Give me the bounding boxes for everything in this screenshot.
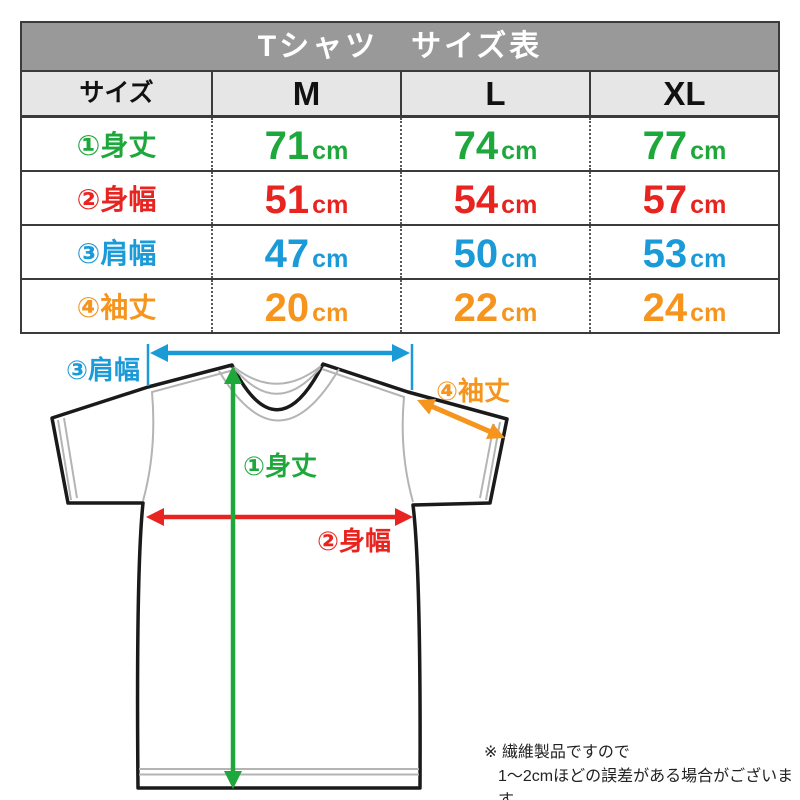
value-m: 20 cm [211, 280, 400, 332]
note-line-2: 1～2cmほどの誤差がある場合がございます [498, 768, 794, 800]
value-m: 51 cm [211, 172, 400, 224]
body-width-arrow [146, 508, 413, 526]
value-unit: cm [690, 137, 727, 165]
value-unit: cm [501, 137, 538, 165]
value-m: 71 cm [211, 118, 400, 170]
tolerance-note: ※ 繊維製品ですので 1～2cmほどの誤差がある場合がございます [484, 741, 800, 800]
value-xl: 57 cm [589, 172, 778, 224]
diagram-label-body-length: ①身丈 [243, 451, 318, 481]
tshirt-outline [50, 362, 509, 790]
value-number: 47 [264, 232, 310, 276]
diagram-label-shoulder-width: ③肩幅 [66, 355, 141, 385]
value-unit: cm [312, 299, 349, 327]
diagram-label-sleeve-length: ④袖丈 [436, 376, 511, 406]
header-cell-xl: XL [589, 72, 778, 115]
value-number: 57 [642, 178, 688, 222]
value-number: 22 [453, 286, 499, 330]
value-number: 51 [264, 178, 310, 222]
table-row-body-length: ①身丈 71 cm 74 cm 77 cm [22, 118, 778, 172]
diagram-label-body-width: ②身幅 [317, 526, 392, 556]
value-xl: 77 cm [589, 118, 778, 170]
table-header-row: サイズ M L XL [22, 72, 778, 118]
header-cell-m: M [211, 72, 400, 115]
value-l: 50 cm [400, 226, 589, 278]
value-number: 24 [642, 286, 688, 330]
table-row-sleeve-length: ④袖丈 20 cm 22 cm 24 cm [22, 280, 778, 332]
table-title: Tシャツ サイズ表 [22, 23, 778, 72]
size-table: Tシャツ サイズ表 サイズ M L XL ①身丈 71 cm 74 cm 77 cm … [20, 21, 780, 334]
value-unit: cm [312, 191, 349, 219]
value-unit: cm [690, 299, 727, 327]
value-xl: 53 cm [589, 226, 778, 278]
value-number: 54 [453, 178, 499, 222]
value-unit: cm [690, 245, 727, 273]
header-cell-l: L [400, 72, 589, 115]
row-label: ④袖丈 [76, 292, 157, 323]
value-l: 74 cm [400, 118, 589, 170]
row-label: ①身丈 [76, 130, 157, 161]
header-cell-size: サイズ [79, 79, 154, 107]
value-unit: cm [312, 137, 349, 165]
shoulder-width-arrow [146, 344, 414, 390]
value-unit: cm [690, 191, 727, 219]
table-row-shoulder-width: ③肩幅 47 cm 50 cm 53 cm [22, 226, 778, 280]
value-unit: cm [312, 245, 349, 273]
value-l: 54 cm [400, 172, 589, 224]
value-number: 77 [642, 124, 688, 168]
value-number: 53 [642, 232, 688, 276]
value-number: 74 [453, 124, 499, 168]
note-line-1: ※ 繊維製品ですので [484, 744, 630, 761]
value-unit: cm [501, 245, 538, 273]
row-label: ②身幅 [76, 184, 157, 215]
sleeve-length-arrow [417, 399, 505, 439]
value-number: 50 [453, 232, 499, 276]
value-unit: cm [501, 191, 538, 219]
value-unit: cm [501, 299, 538, 327]
table-row-body-width: ②身幅 51 cm 54 cm 57 cm [22, 172, 778, 226]
body-length-arrow [224, 366, 242, 789]
value-xl: 24 cm [589, 280, 778, 332]
value-l: 22 cm [400, 280, 589, 332]
value-number: 20 [264, 286, 310, 330]
row-label: ③肩幅 [76, 238, 157, 269]
value-m: 47 cm [211, 226, 400, 278]
value-number: 71 [264, 124, 310, 168]
